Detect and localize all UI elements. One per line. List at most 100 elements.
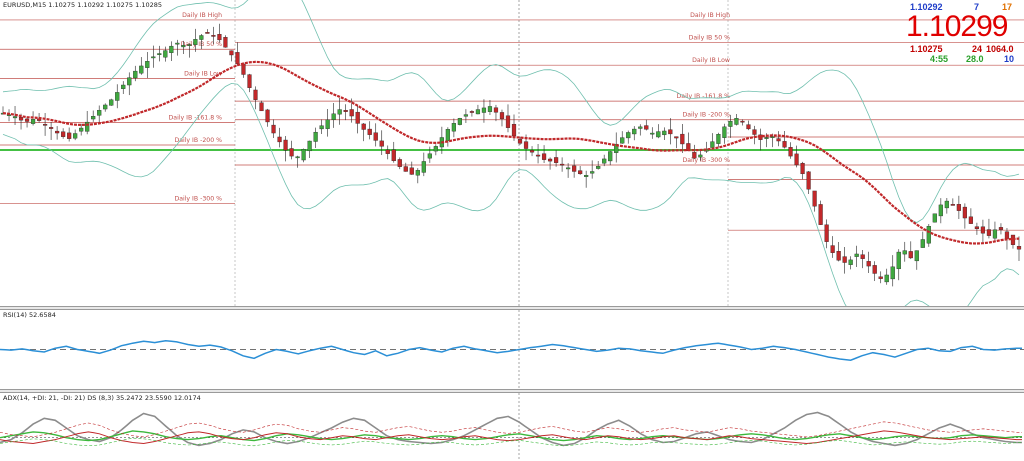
candle xyxy=(656,131,661,138)
candle xyxy=(18,117,24,121)
candle xyxy=(463,114,469,117)
candle xyxy=(692,152,697,159)
candle xyxy=(373,132,378,141)
candle xyxy=(241,63,246,75)
candle xyxy=(475,109,481,115)
ib-level-label: Daily IB Low xyxy=(184,70,222,77)
adx-chart[interactable] xyxy=(0,393,1024,461)
adx-pane[interactable]: ADX(14, +DI: 21, -DI: 21) DS (8,3) 35.24… xyxy=(0,393,1024,461)
candle xyxy=(211,35,216,37)
moving-average xyxy=(2,60,1020,245)
candle xyxy=(481,107,487,113)
candle xyxy=(85,121,90,132)
candle xyxy=(860,254,865,259)
candle xyxy=(355,111,360,124)
candle xyxy=(836,251,841,261)
ask-a: 7 xyxy=(974,2,980,12)
candle xyxy=(259,102,264,112)
candle xyxy=(992,229,998,239)
candle xyxy=(499,112,505,120)
candle xyxy=(493,107,499,113)
candle xyxy=(620,137,625,144)
candle xyxy=(722,126,727,138)
candle xyxy=(313,131,318,142)
candle xyxy=(590,171,595,174)
candle xyxy=(12,116,18,119)
bid-b: 1064.0 xyxy=(986,44,1014,54)
candle xyxy=(169,45,174,54)
ib-level-label: Daily IB -200 % xyxy=(682,112,730,119)
candle xyxy=(115,92,120,101)
main-chart-pane[interactable]: Daily IB High Daily IB 50 % Daily IB Low Da… xyxy=(0,0,1024,306)
candle xyxy=(319,125,324,130)
candle xyxy=(421,161,426,173)
candle xyxy=(415,170,420,176)
candle xyxy=(950,204,955,206)
candle xyxy=(842,256,847,263)
adx-title: ADX(14, +DI: 21, -DI: 21) DS (8,3) 35.24… xyxy=(3,394,201,402)
candle xyxy=(367,128,372,135)
candle xyxy=(866,261,871,267)
candle xyxy=(505,115,511,128)
main-title: EURUSD,M15 1.10275 1.10292 1.10275 1.102… xyxy=(3,1,162,9)
candle xyxy=(337,109,342,115)
candle xyxy=(662,130,667,136)
candle xyxy=(674,136,679,139)
candle xyxy=(229,50,234,56)
adx-plus-di-line xyxy=(0,430,1022,442)
candle xyxy=(349,109,354,117)
candle xyxy=(734,118,739,125)
timer-b: 10 xyxy=(1004,54,1015,64)
rsi-chart[interactable] xyxy=(0,310,1024,389)
pane-separator-1[interactable] xyxy=(0,306,1024,310)
candle xyxy=(247,74,252,88)
candle xyxy=(896,251,901,270)
candle xyxy=(187,44,192,46)
candle xyxy=(61,131,66,137)
bollinger-lower xyxy=(2,82,1020,306)
rsi-pane[interactable]: RSI(14) 52.6584 xyxy=(0,310,1024,389)
candle xyxy=(698,154,703,158)
candle xyxy=(902,250,907,255)
rsi-title: RSI(14) 52.6584 xyxy=(3,311,56,319)
candle xyxy=(572,165,577,172)
candle xyxy=(523,141,529,149)
candle xyxy=(782,141,787,148)
candle xyxy=(632,128,637,135)
candle xyxy=(139,65,144,74)
candle xyxy=(397,159,402,167)
candle xyxy=(511,123,517,137)
candle xyxy=(181,45,186,48)
candle xyxy=(848,259,853,265)
candle xyxy=(325,119,330,129)
candle xyxy=(770,136,775,138)
price-chart[interactable]: Daily IB High Daily IB 50 % Daily IB Low Da… xyxy=(0,0,1024,306)
candle xyxy=(752,129,757,135)
candle xyxy=(24,118,30,122)
candle xyxy=(133,70,138,79)
candle xyxy=(175,42,180,45)
candle xyxy=(30,119,36,124)
candle xyxy=(541,153,547,160)
candle xyxy=(427,153,432,159)
candle xyxy=(253,89,258,100)
candle xyxy=(1004,231,1010,239)
candle xyxy=(824,224,829,242)
bid-price: 1.10275 xyxy=(910,44,943,54)
quote-box: 1.10292 7 17 1.10299 1.10275 24 1064.0 4… xyxy=(906,2,1018,64)
pane-separator-2[interactable] xyxy=(0,389,1024,393)
adx-main-line xyxy=(0,411,1022,447)
candle xyxy=(800,162,805,175)
candle xyxy=(980,226,986,234)
candle xyxy=(908,251,913,259)
timer: 4:55 xyxy=(930,54,949,64)
candle xyxy=(884,274,889,283)
ib-level-label: Daily IB -300 % xyxy=(682,157,730,164)
candle xyxy=(409,167,414,175)
ib-level-label: Daily IB High xyxy=(182,12,222,19)
ib-level-label: Daily IB -161.8 % xyxy=(169,114,223,121)
candle xyxy=(469,111,475,113)
candle xyxy=(385,149,390,154)
candle xyxy=(163,50,168,58)
candle xyxy=(920,239,925,248)
